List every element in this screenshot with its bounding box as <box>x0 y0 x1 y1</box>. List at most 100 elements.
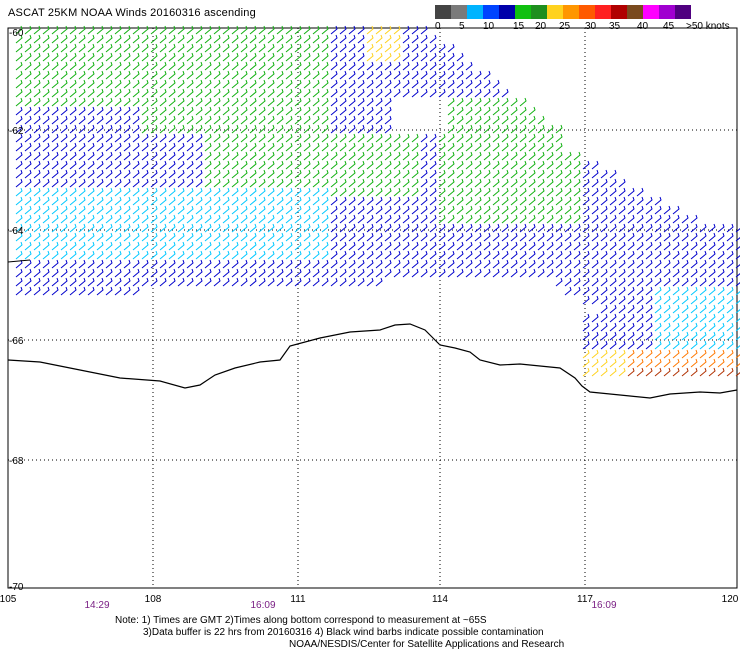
wind-barb <box>213 250 221 260</box>
wind-barb <box>375 115 383 125</box>
wind-barb <box>654 286 662 296</box>
wind-barb <box>240 115 248 125</box>
wind-barb <box>474 187 482 197</box>
wind-barb <box>240 205 248 215</box>
wind-barb <box>159 106 167 116</box>
wind-barb <box>384 151 392 161</box>
wind-barb <box>429 178 437 188</box>
wind-barb <box>330 106 338 116</box>
wind-barb <box>510 133 518 143</box>
wind-barb <box>681 259 689 269</box>
wind-barb <box>609 259 617 269</box>
wind-barb <box>510 205 518 215</box>
wind-barb <box>636 196 644 206</box>
wind-barb <box>564 250 572 260</box>
wind-barb <box>726 358 734 368</box>
wind-barb <box>447 169 455 179</box>
wind-barb <box>213 25 221 35</box>
wind-barb <box>627 322 635 332</box>
wind-barb <box>438 160 446 170</box>
wind-barb <box>33 169 41 179</box>
wind-barb <box>168 250 176 260</box>
wind-barb <box>681 313 689 323</box>
wind-barb <box>330 133 338 143</box>
wind-barb <box>159 214 167 224</box>
wind-barb <box>114 259 122 269</box>
wind-barb <box>357 160 365 170</box>
wind-barb <box>654 331 662 341</box>
wind-barb <box>177 133 185 143</box>
wind-barb <box>384 115 392 125</box>
wind-barb <box>213 268 221 278</box>
wind-barb <box>321 70 329 80</box>
wind-barb <box>510 115 518 125</box>
wind-barb <box>141 259 149 269</box>
wind-barb <box>609 286 617 296</box>
wind-barb <box>276 259 284 269</box>
wind-barb <box>15 133 23 143</box>
wind-barb <box>60 52 68 62</box>
wind-barb <box>240 34 248 44</box>
wind-barb <box>204 115 212 125</box>
wind-barb <box>681 331 689 341</box>
wind-barb <box>195 205 203 215</box>
wind-barb <box>276 88 284 98</box>
wind-barb <box>195 124 203 134</box>
wind-barb <box>132 205 140 215</box>
wind-barb <box>96 133 104 143</box>
wind-barb <box>654 205 662 215</box>
wind-barb <box>105 61 113 71</box>
wind-barb <box>375 205 383 215</box>
wind-barb <box>249 160 257 170</box>
wind-barb <box>555 160 563 170</box>
wind-barb <box>78 97 86 107</box>
colorbar-label: 20 <box>535 21 547 32</box>
wind-barb <box>402 169 410 179</box>
wind-barb <box>348 250 356 260</box>
wind-barb <box>42 259 50 269</box>
wind-barb <box>258 106 266 116</box>
wind-barb <box>447 214 455 224</box>
wind-barb <box>159 124 167 134</box>
wind-barb <box>699 322 707 332</box>
graticule <box>8 28 737 588</box>
wind-barb <box>15 232 23 242</box>
wind-barb <box>330 169 338 179</box>
wind-barb <box>321 151 329 161</box>
wind-barb <box>645 241 653 251</box>
wind-barb <box>96 142 104 152</box>
wind-barb <box>717 241 725 251</box>
wind-barb <box>231 151 239 161</box>
wind-barb <box>177 169 185 179</box>
wind-barb <box>375 277 383 287</box>
wind-barb <box>456 196 464 206</box>
wind-barb <box>78 232 86 242</box>
wind-barb <box>645 313 653 323</box>
wind-barb <box>348 115 356 125</box>
wind-barb <box>285 196 293 206</box>
wind-barb <box>330 205 338 215</box>
wind-barb <box>51 61 59 71</box>
wind-barb <box>87 160 95 170</box>
wind-barb <box>366 196 374 206</box>
wind-barb <box>249 169 257 179</box>
wind-barb <box>672 313 680 323</box>
wind-barb <box>276 70 284 80</box>
wind-barb <box>141 124 149 134</box>
wind-barb <box>105 133 113 143</box>
wind-barb <box>528 115 536 125</box>
wind-barb <box>411 70 419 80</box>
wind-barb <box>33 52 41 62</box>
wind-barb <box>150 277 158 287</box>
wind-barb <box>735 345 740 350</box>
wind-barb <box>330 268 338 278</box>
wind-barb <box>726 304 734 314</box>
wind-barb <box>114 178 122 188</box>
wind-barb <box>528 187 536 197</box>
wind-barb <box>213 178 221 188</box>
wind-barb <box>366 25 374 35</box>
wind-barb <box>591 313 599 323</box>
wind-barb <box>609 340 617 350</box>
wind-barb <box>24 34 32 44</box>
wind-barb <box>24 268 32 278</box>
